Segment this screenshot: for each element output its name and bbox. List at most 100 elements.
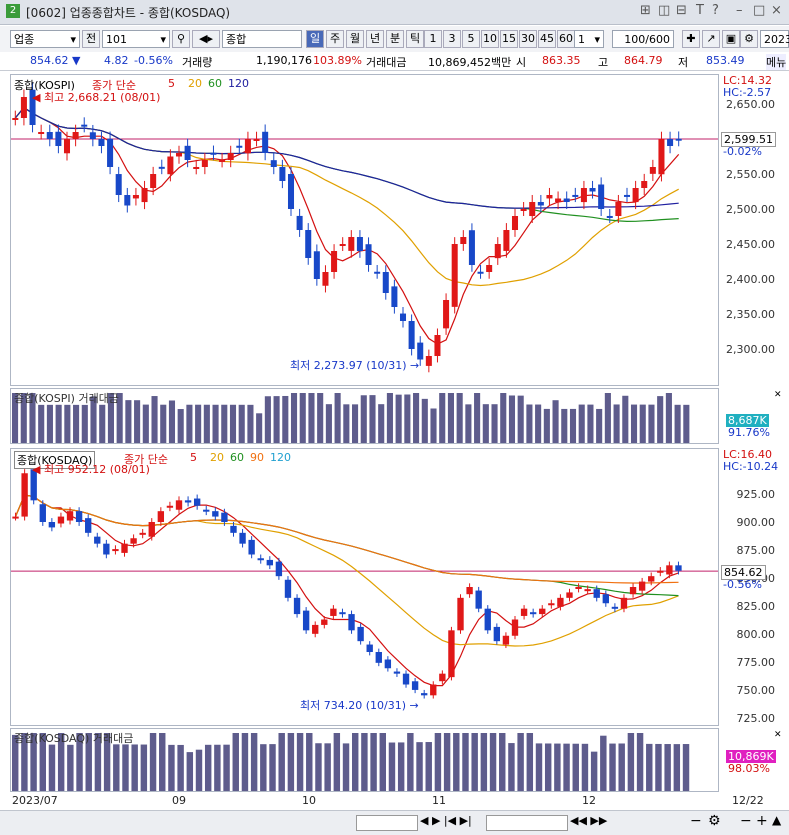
refresh-icon[interactable]: ⚙ <box>708 813 721 829</box>
index-name-field[interactable]: 종합(KOSDAQ) <box>222 30 302 64</box>
plus-icon[interactable]: + <box>756 813 768 829</box>
volume-bar <box>55 404 62 443</box>
volume-bar <box>186 752 194 791</box>
layout-icon[interactable]: ⊟ <box>676 3 687 18</box>
candle-body <box>539 608 546 615</box>
kosdaq-candlestick-chart <box>11 465 718 699</box>
candle-body <box>477 271 484 274</box>
save-icon[interactable]: ▣ <box>722 30 740 48</box>
volume-bar <box>221 404 228 443</box>
kospi-high-note-text: 최고 2,668.21 (08/01) <box>43 91 161 104</box>
trend-icon[interactable]: ↗ <box>702 30 720 48</box>
y-tick-label: 725.00 <box>736 712 776 725</box>
candle-body <box>593 589 600 598</box>
count-field[interactable]: 100/600 <box>612 30 674 48</box>
period-tab-2[interactable]: 월 <box>346 30 364 48</box>
volume-bar <box>482 404 489 443</box>
volume-bar <box>639 404 646 443</box>
zoom-controls[interactable]: ◀◀ ▶▶ <box>570 814 608 827</box>
candle-body <box>648 576 655 582</box>
close-button[interactable]: × <box>771 3 782 18</box>
candle-body <box>520 209 527 211</box>
search-icon[interactable]: ⚲ <box>172 30 190 48</box>
minimize-button[interactable]: – <box>736 3 743 18</box>
candle-body <box>356 237 363 251</box>
volume-bar <box>151 396 158 443</box>
volume-bar <box>57 733 65 791</box>
x-axis-label: 12 <box>582 794 596 807</box>
candle-body <box>572 194 579 197</box>
kospi-amount-pane[interactable] <box>10 388 719 444</box>
maximize-button[interactable]: □ <box>753 3 766 18</box>
kospi-low-note-text: 최저 2,273.97 (10/31) <box>290 359 407 372</box>
volume-bar <box>352 733 359 791</box>
y-tick-label: 775.00 <box>736 656 776 669</box>
market-select[interactable]: 업종 ▾ <box>10 30 80 48</box>
interval-button-45[interactable]: 45 <box>538 30 556 48</box>
candle-body <box>112 549 119 552</box>
candle-body <box>399 313 407 321</box>
nav-arrow-icon[interactable]: ◀ ▶ |◀ ▶| <box>420 814 472 827</box>
x-axis-label: 10 <box>302 794 316 807</box>
kosdaq-last-badge: 854.62 <box>721 565 766 580</box>
candle-body <box>302 610 310 631</box>
speaker-icon[interactable]: ◀▸ <box>192 30 220 48</box>
candle-body <box>296 215 303 230</box>
candle-body <box>366 644 373 652</box>
volume-bar <box>204 744 212 791</box>
volume-bar <box>563 743 570 791</box>
interval-button-60[interactable]: 60 <box>557 30 575 48</box>
help-icon[interactable]: ? <box>712 3 719 18</box>
close-icon[interactable]: ✕ <box>774 390 782 400</box>
zoom-out-icon[interactable]: − <box>690 813 702 829</box>
volume-bar <box>425 742 432 791</box>
candle-body <box>486 265 493 272</box>
menu-button[interactable]: 메뉴 <box>766 54 787 70</box>
prev-button[interactable]: 전 <box>82 30 100 48</box>
period-tab-1[interactable]: 주 <box>326 30 344 48</box>
minus-icon[interactable]: − <box>740 813 752 829</box>
candle-body <box>511 619 519 636</box>
scroll-track[interactable] <box>356 815 418 831</box>
interval-select[interactable]: 1 ▾ <box>574 30 604 48</box>
up-arrow-icon[interactable]: ▲ <box>772 813 782 827</box>
interval-button-15[interactable]: 15 <box>500 30 518 48</box>
period-tab-4[interactable]: 분 <box>386 30 404 48</box>
interval-button-5[interactable]: 5 <box>462 30 480 48</box>
kospi-price-pane[interactable] <box>10 74 719 386</box>
kosdaq-amount-pane[interactable] <box>10 728 719 792</box>
text-icon[interactable]: T <box>696 3 704 18</box>
current-price: 854.62 <box>30 54 69 67</box>
volume-bar <box>64 404 71 443</box>
close-icon[interactable]: ✕ <box>774 730 782 740</box>
y-tick-label: 925.00 <box>736 488 776 501</box>
interval-button-1[interactable]: 1 <box>424 30 442 48</box>
volume-label: 거래량 <box>182 56 213 69</box>
volume-bar <box>434 733 442 791</box>
candle-body <box>348 614 355 631</box>
volume-bar <box>30 733 37 791</box>
gear-icon[interactable]: ⚙ <box>740 30 758 48</box>
code-input[interactable]: 101 ▾ <box>102 30 170 48</box>
interval-button-3[interactable]: 3 <box>443 30 461 48</box>
kosdaq-price-pane[interactable] <box>10 448 719 726</box>
crosshair-icon[interactable]: ✚ <box>682 30 700 48</box>
volume-bar <box>315 743 322 791</box>
period-tab-5[interactable]: 틱 <box>406 30 424 48</box>
period-tab-3[interactable]: 년 <box>366 30 384 48</box>
candle-body <box>124 195 131 206</box>
period-tab-0[interactable]: 일 <box>306 30 324 48</box>
interval-button-10[interactable]: 10 <box>481 30 499 48</box>
zoom-slider[interactable] <box>486 815 568 831</box>
volume-bar <box>113 744 120 791</box>
volume-bar <box>125 400 132 443</box>
date-field[interactable]: 2023 <box>760 30 789 48</box>
candle-body <box>248 539 255 555</box>
candle-body <box>417 342 424 360</box>
candle-body <box>460 237 467 244</box>
candle-body <box>212 511 219 517</box>
copy-icon[interactable]: ◫ <box>658 3 671 18</box>
candle-body <box>448 630 455 678</box>
interval-button-30[interactable]: 30 <box>519 30 537 48</box>
link-icon[interactable]: ⊞ <box>640 3 651 18</box>
